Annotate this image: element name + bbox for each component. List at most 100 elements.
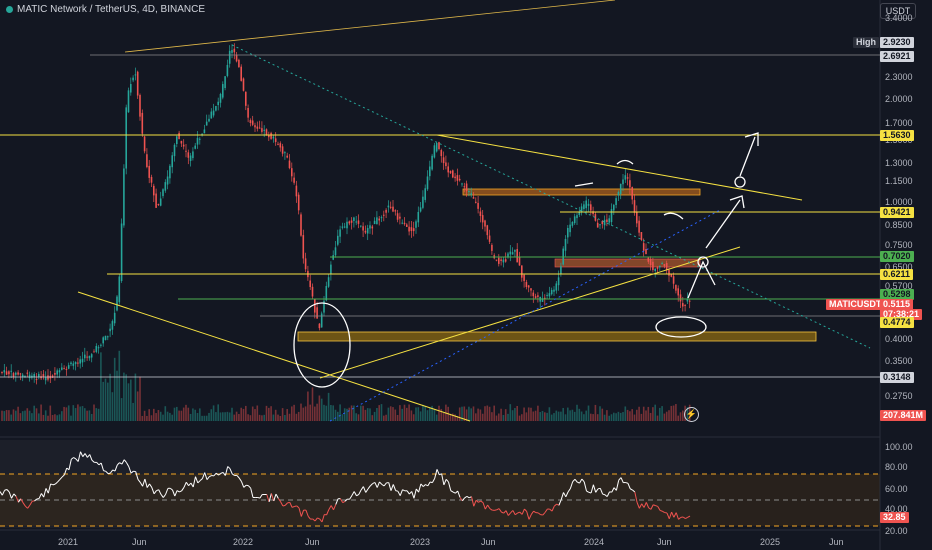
rsi-line-segment	[17, 498, 22, 503]
rsi-line-segment	[358, 489, 362, 495]
rsi-line-segment	[445, 478, 449, 483]
rsi-panel	[0, 451, 691, 523]
candle-body	[546, 294, 548, 296]
candle-body	[102, 337, 104, 344]
rsi-line-segment	[572, 478, 576, 482]
candle-body	[378, 218, 380, 221]
candle-body	[525, 281, 528, 287]
rsi-line-segment	[434, 469, 438, 479]
rsi-line-segment	[632, 489, 636, 493]
candle-body	[316, 307, 318, 319]
candle-body	[569, 224, 571, 233]
candle-body	[353, 217, 355, 221]
rsi-line-segment	[319, 518, 323, 523]
candle-body	[371, 226, 374, 229]
candle-body	[5, 371, 8, 375]
volume-bar	[601, 408, 604, 421]
rsi-line-segment	[8, 491, 12, 499]
rsi-line-segment	[201, 472, 206, 479]
lower-channel-line	[77, 291, 471, 422]
candle-body	[291, 168, 293, 177]
volume-bar	[403, 404, 406, 421]
candle-body	[426, 176, 429, 190]
candle-body	[178, 132, 180, 140]
rsi-line-segment	[197, 480, 201, 484]
volume-bar	[532, 411, 535, 421]
volume-bar	[141, 415, 144, 421]
volume-bar	[555, 410, 558, 421]
rsi-line-segment	[409, 491, 413, 495]
volume-bar	[15, 410, 17, 421]
countdown-tag: 07:38:21	[880, 309, 923, 320]
volume-bar	[182, 407, 185, 421]
rsi-line-segment	[526, 511, 530, 520]
volume-bar	[219, 412, 222, 421]
candle-body	[323, 300, 325, 313]
rsi-line-segment	[162, 494, 167, 498]
volume-bar	[90, 413, 93, 421]
rsi-line-segment	[13, 493, 17, 497]
volume-bar	[314, 406, 316, 421]
volume-bar	[31, 413, 33, 421]
currency-button[interactable]: USDT	[880, 3, 916, 19]
rsi-line-segment	[38, 493, 42, 499]
volume-bar	[530, 407, 532, 421]
rsi-line-segment	[512, 510, 516, 516]
volume-bar	[424, 406, 426, 421]
candle-body	[215, 106, 217, 111]
rsi-line-segment	[395, 490, 399, 492]
candle-body	[422, 196, 424, 208]
volume-bar	[406, 407, 408, 421]
volume-bar	[564, 414, 567, 421]
candle-body	[93, 351, 95, 353]
symbol-title[interactable]: MATIC Network / TetherUS, 4D, BINANCE	[6, 4, 205, 15]
rsi-line-segment	[615, 480, 620, 491]
volume-bar	[153, 408, 155, 421]
candle-body	[553, 289, 555, 292]
volume-bar	[150, 415, 153, 421]
volume-bar	[118, 350, 121, 421]
rsi-line-segment	[602, 493, 606, 496]
volume-bar	[164, 406, 167, 421]
volume-bar	[297, 411, 300, 421]
rsi-line-segment	[96, 461, 100, 466]
candle-body	[217, 101, 219, 106]
rsi-line-segment	[581, 478, 585, 483]
lightning-icon[interactable]: ⚡	[684, 407, 699, 422]
volume-bar	[638, 406, 640, 421]
rsi-line-segment	[595, 488, 599, 493]
volume-bar	[470, 408, 472, 421]
volume-bar	[189, 413, 192, 421]
volume-bar	[645, 410, 647, 421]
rsi-line-segment	[181, 487, 185, 492]
candle-body	[309, 280, 311, 288]
rsi-line-segment	[678, 516, 682, 520]
rsi-line-segment	[577, 481, 580, 484]
rsi-line-segment	[351, 491, 355, 496]
candle-body	[373, 220, 376, 225]
volume-bar	[139, 376, 141, 421]
candle-body	[19, 373, 22, 375]
volume-bar	[130, 379, 132, 421]
price-tick-label: 0.6500	[885, 262, 913, 272]
volume-bar	[212, 405, 215, 421]
volume-bar	[537, 405, 539, 421]
arrow-head-1	[729, 195, 745, 209]
time-tick-label: Jun	[305, 537, 320, 547]
volume-bar	[196, 413, 199, 421]
volume-bar	[419, 411, 422, 421]
volume-bar	[293, 404, 295, 421]
rsi-line-segment	[87, 454, 91, 458]
volume-bar	[608, 415, 610, 421]
volume-bar	[371, 415, 374, 421]
volume-bar	[148, 409, 150, 421]
rsi-line-segment	[349, 495, 353, 500]
rsi-line-segment	[289, 502, 293, 508]
candle-body	[389, 206, 392, 208]
candle-body	[146, 154, 148, 168]
volume-bar	[279, 415, 282, 421]
volume-bar	[284, 415, 286, 421]
rsi-line-segment	[333, 504, 337, 511]
candle-body	[233, 48, 236, 53]
